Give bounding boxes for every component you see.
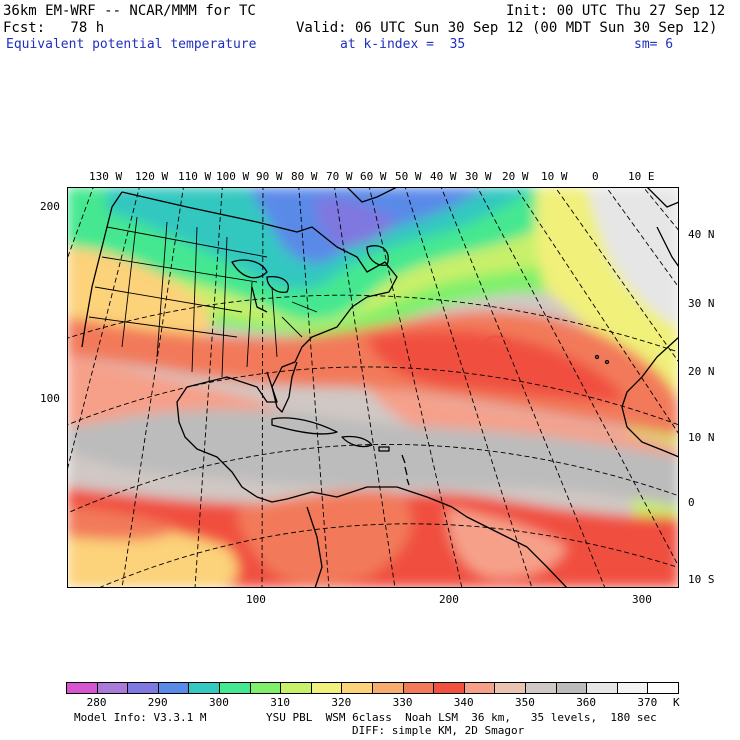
grid-x-label: 300 xyxy=(632,593,652,606)
physics-info: YSU PBL WSM 6class Noah LSM 36 km, 35 le… xyxy=(266,711,657,724)
colorbar-swatch xyxy=(157,682,190,694)
lon-label: 80 W xyxy=(291,170,318,183)
map-frame xyxy=(67,187,679,588)
colorbar-swatch xyxy=(188,682,220,694)
theta-e-field xyxy=(67,187,679,588)
colorbar-tick-label: 280 xyxy=(86,696,107,709)
init-time: Init: 00 UTC Thu 27 Sep 12 xyxy=(506,3,726,19)
level-label: at k-index = 35 xyxy=(340,37,466,52)
lat-label: 10 S xyxy=(688,573,715,586)
field-name: Equivalent potential temperature xyxy=(6,37,257,52)
model-info: Model Info: V3.3.1 M xyxy=(74,711,207,724)
smoothing-label: sm= 6 xyxy=(634,37,674,52)
grid-x-label: 100 xyxy=(246,593,266,606)
diffusion-info: DIFF: simple KM, 2D Smagor xyxy=(352,724,525,737)
map-svg xyxy=(67,187,679,588)
colorbar-swatch xyxy=(280,682,312,694)
lon-label: 0 xyxy=(592,170,599,183)
lat-label: 0 xyxy=(688,496,695,509)
colorbar-swatch xyxy=(525,682,557,694)
lon-label: 10 W xyxy=(541,170,568,183)
lon-label: 70 W xyxy=(326,170,353,183)
colorbar-tick-label: 320 xyxy=(331,696,352,709)
model-title: 36km EM-WRF -- NCAR/MMM for TC xyxy=(3,3,256,19)
colorbar-swatch xyxy=(586,682,618,694)
state-boundaries xyxy=(88,216,318,378)
colorbar-swatch xyxy=(310,682,343,694)
colorbar-swatch xyxy=(494,682,526,694)
lon-label: 10 E xyxy=(628,170,655,183)
colorbar-tick-label: 350 xyxy=(515,696,535,709)
colorbar-tick-label: 360 xyxy=(576,696,597,709)
colorbar-swatch xyxy=(96,682,129,694)
colorbar-tick-label: 370 xyxy=(637,696,658,709)
colorbar-swatch xyxy=(555,682,588,694)
grid-y-label: 200 xyxy=(40,200,60,213)
lat-label: 40 N xyxy=(688,228,715,241)
lon-label: 30 W xyxy=(465,170,492,183)
colorbar-swatch xyxy=(341,682,373,694)
grid-y-label: 100 xyxy=(40,392,60,405)
colorbar-tick-label: 310 xyxy=(270,696,291,709)
lon-label: 90 W xyxy=(256,170,283,183)
lon-label: 60 W xyxy=(360,170,387,183)
colorbar-swatch xyxy=(372,682,404,694)
colorbar-swatch xyxy=(463,682,496,694)
lon-label: 120 W xyxy=(135,170,169,183)
graticule xyxy=(67,187,679,588)
colorbar-swatch xyxy=(249,682,282,694)
lat-label: 20 N xyxy=(688,365,715,378)
colorbar-swatch xyxy=(647,682,679,694)
lon-label: 100 W xyxy=(216,170,250,183)
theta-e-map xyxy=(67,187,679,588)
colorbar-swatch xyxy=(127,682,159,694)
lon-label: 40 W xyxy=(430,170,457,183)
colorbar-tick-label: 330 xyxy=(392,696,413,709)
lat-label: 30 N xyxy=(688,297,715,310)
lon-label: 130 W xyxy=(89,170,123,183)
lon-label: 110 W xyxy=(178,170,212,183)
valid-time: Valid: 06 UTC Sun 30 Sep 12 (00 MDT Sun … xyxy=(296,20,718,36)
colorbar-tick-label: 290 xyxy=(147,696,168,709)
colorbar-tick-label: 300 xyxy=(209,696,229,709)
colorbar-swatch xyxy=(66,682,98,694)
colorbar-swatch xyxy=(219,682,251,694)
lat-label: 10 N xyxy=(688,431,715,444)
grid-x-label: 200 xyxy=(439,593,459,606)
colorbar-swatch xyxy=(433,682,465,694)
lon-label: 20 W xyxy=(502,170,529,183)
colorbar-tick-label: 340 xyxy=(453,696,474,709)
colorbar-swatch xyxy=(616,682,649,694)
lon-label: 50 W xyxy=(395,170,422,183)
colorbar-swatch xyxy=(402,682,435,694)
colorbar-unit: K xyxy=(673,696,680,709)
forecast-hour: Fcst: 78 h xyxy=(3,20,105,36)
coastlines xyxy=(81,187,679,588)
tropical-cyclone-swirl xyxy=(482,335,514,365)
